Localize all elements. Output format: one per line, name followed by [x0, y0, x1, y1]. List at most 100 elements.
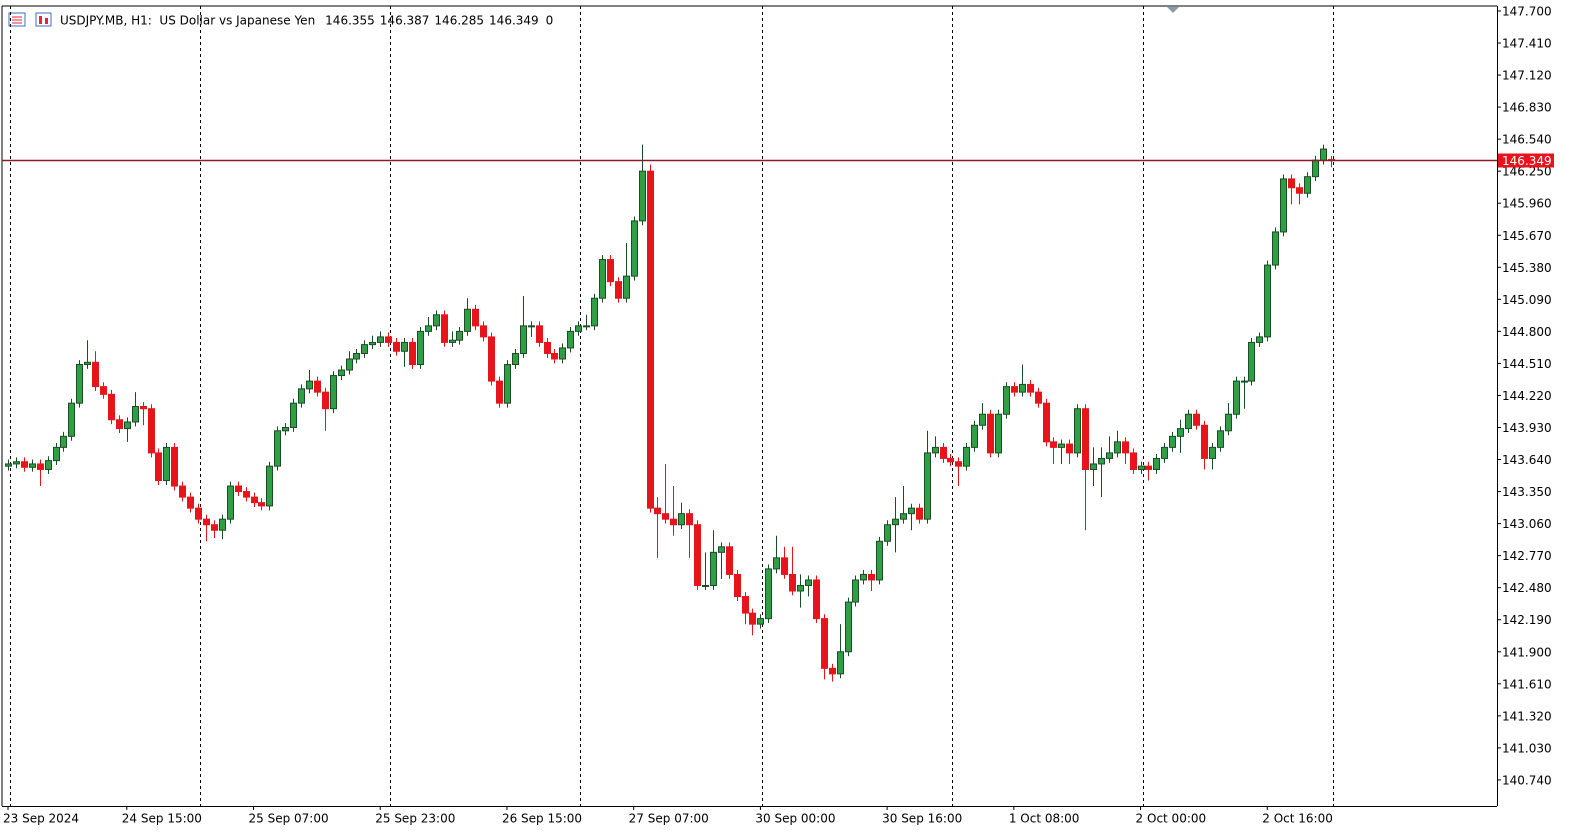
candle-body [1320, 148, 1327, 161]
candle-body [132, 405, 139, 423]
candle-body [68, 402, 75, 437]
y-tick-label: 141.610 [1502, 677, 1552, 691]
candle-body [575, 325, 582, 332]
candle-body [512, 352, 519, 366]
x-tick-label: 23 Sep 2024 [3, 812, 79, 826]
x-tick-label: 30 Sep 00:00 [755, 812, 835, 826]
candle-body [100, 386, 107, 395]
candle-body [1217, 430, 1224, 448]
candle-body [654, 507, 661, 515]
x-tick-label: 2 Oct 16:00 [1262, 812, 1333, 826]
candle-body [306, 380, 313, 390]
candle-body [29, 463, 36, 468]
candle-body [211, 524, 218, 531]
y-tick-label: 143.060 [1502, 517, 1552, 531]
candle-body [219, 518, 226, 531]
candle-body [1185, 413, 1192, 430]
candle-body [187, 496, 194, 509]
candle-body [330, 375, 337, 410]
candle-body [1106, 452, 1113, 459]
candle-body [385, 336, 392, 343]
candle-body [868, 573, 875, 581]
y-tick-label: 143.350 [1502, 485, 1552, 499]
candle-body [900, 513, 907, 520]
candle-body [971, 424, 978, 448]
candle-body [5, 463, 12, 467]
candle-body [520, 325, 527, 354]
candle-body [536, 325, 543, 343]
candle-body [377, 336, 384, 343]
candle-body [955, 461, 962, 467]
y-tick-label: 146.250 [1502, 165, 1552, 179]
candle-body [765, 568, 772, 620]
candle-body [995, 413, 1002, 454]
y-tick-label: 146.540 [1502, 133, 1552, 147]
icon-bar [45, 18, 48, 24]
candle-body [551, 352, 558, 360]
candle-body [1130, 452, 1137, 470]
candle-body [1098, 457, 1105, 465]
candle-body [947, 457, 954, 463]
candle-body [773, 557, 780, 570]
candle-body [1035, 391, 1042, 404]
candle-body [290, 402, 297, 428]
candle-body [488, 336, 495, 382]
price-label: 146.349 [1502, 154, 1552, 168]
y-tick-label: 143.930 [1502, 421, 1552, 435]
candle-body [940, 446, 947, 459]
candle-body [1225, 413, 1232, 432]
candle-body [686, 513, 693, 526]
candle-body [979, 413, 986, 426]
candle-body [829, 667, 836, 675]
candle-body [195, 507, 202, 520]
candle-body [449, 339, 456, 343]
candle-body [322, 391, 329, 410]
candle-body [591, 297, 598, 327]
candle-body [678, 513, 685, 526]
candle-body [749, 612, 756, 625]
candle-body [258, 502, 265, 507]
x-tick-label: 25 Sep 07:00 [249, 812, 329, 826]
y-tick-label: 142.480 [1502, 581, 1552, 595]
candle-body [274, 430, 281, 467]
candle-body [639, 170, 646, 222]
y-tick-label: 145.670 [1502, 229, 1552, 243]
y-tick-label: 146.830 [1502, 101, 1552, 115]
y-tick-label: 145.960 [1502, 197, 1552, 211]
candle-body [813, 579, 820, 620]
y-tick-label: 145.090 [1502, 293, 1552, 307]
icon-chart[interactable] [35, 12, 52, 27]
candle-body [1145, 465, 1152, 470]
candle-body [369, 341, 376, 346]
candle-body [179, 485, 186, 498]
candle-body [924, 452, 931, 520]
y-tick-label: 141.030 [1502, 741, 1552, 755]
candle-body [21, 461, 28, 468]
candle-body [742, 596, 749, 614]
y-tick-label: 144.510 [1502, 357, 1552, 371]
y-tick-label: 141.900 [1502, 645, 1552, 659]
candle-body [852, 579, 859, 603]
candle-body [37, 463, 44, 470]
candle-body [932, 446, 939, 454]
header-low: 146.285 [434, 14, 484, 28]
candle-body [298, 388, 305, 404]
candle-body [1304, 176, 1311, 194]
candle-body [84, 361, 91, 366]
candle-body [409, 341, 416, 366]
candle-body [163, 446, 170, 482]
candle-body [607, 259, 614, 283]
candle-body [203, 518, 210, 526]
candle-body [456, 330, 463, 341]
candle-body [1248, 341, 1255, 382]
candle-body [544, 341, 551, 354]
candle-body [599, 259, 606, 299]
candle-body [1082, 408, 1089, 470]
candle-body [615, 281, 622, 299]
candle-body [908, 507, 915, 515]
candle-body [1201, 424, 1208, 459]
y-tick-label: 143.640 [1502, 453, 1552, 467]
shift-marker[interactable] [1167, 7, 1179, 13]
candle-body [140, 405, 147, 410]
